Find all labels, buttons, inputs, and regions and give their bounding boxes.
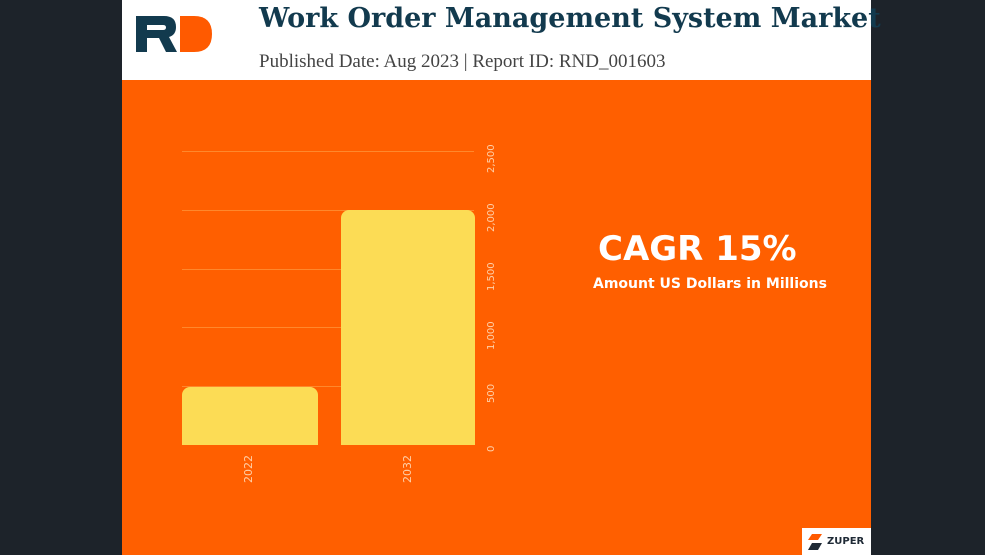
- infographic-card: Work Order Management System Market Publ…: [122, 0, 881, 555]
- gridline-2500: [182, 151, 474, 152]
- ytick-1000: 1,000: [486, 321, 497, 350]
- zuper-label: ZUPER: [827, 536, 865, 547]
- ytick-2000: 2,000: [486, 203, 497, 232]
- xtick-2022: 2022: [242, 455, 255, 483]
- bar-2022: [182, 387, 318, 445]
- bar-2032: [341, 210, 475, 445]
- xtick-2032: 2032: [401, 455, 414, 483]
- page-title: Work Order Management System Market: [259, 3, 881, 34]
- gridline-2000: [182, 210, 474, 211]
- report-meta: Published Date: Aug 2023 | Report ID: RN…: [259, 51, 666, 72]
- rd-logo-icon: [136, 16, 212, 52]
- header: Work Order Management System Market Publ…: [122, 0, 881, 80]
- cagr-label: CAGR 15%: [598, 229, 797, 269]
- unit-label: Amount US Dollars in Millions: [593, 276, 827, 292]
- zuper-logo-icon: [808, 533, 822, 550]
- ytick-2500: 2,500: [486, 144, 497, 173]
- gridline-1000: [182, 327, 474, 328]
- ytick-0: 0: [486, 445, 497, 452]
- gridline-500: [182, 386, 474, 387]
- ytick-500: 500: [486, 383, 497, 403]
- gridline-1500: [182, 269, 474, 270]
- ytick-1500: 1,500: [486, 262, 497, 291]
- bar-chart: 0 500 1,000 1,500 2,000 2,500 2022 2032 …: [122, 80, 871, 555]
- zuper-watermark: ZUPER: [802, 528, 871, 555]
